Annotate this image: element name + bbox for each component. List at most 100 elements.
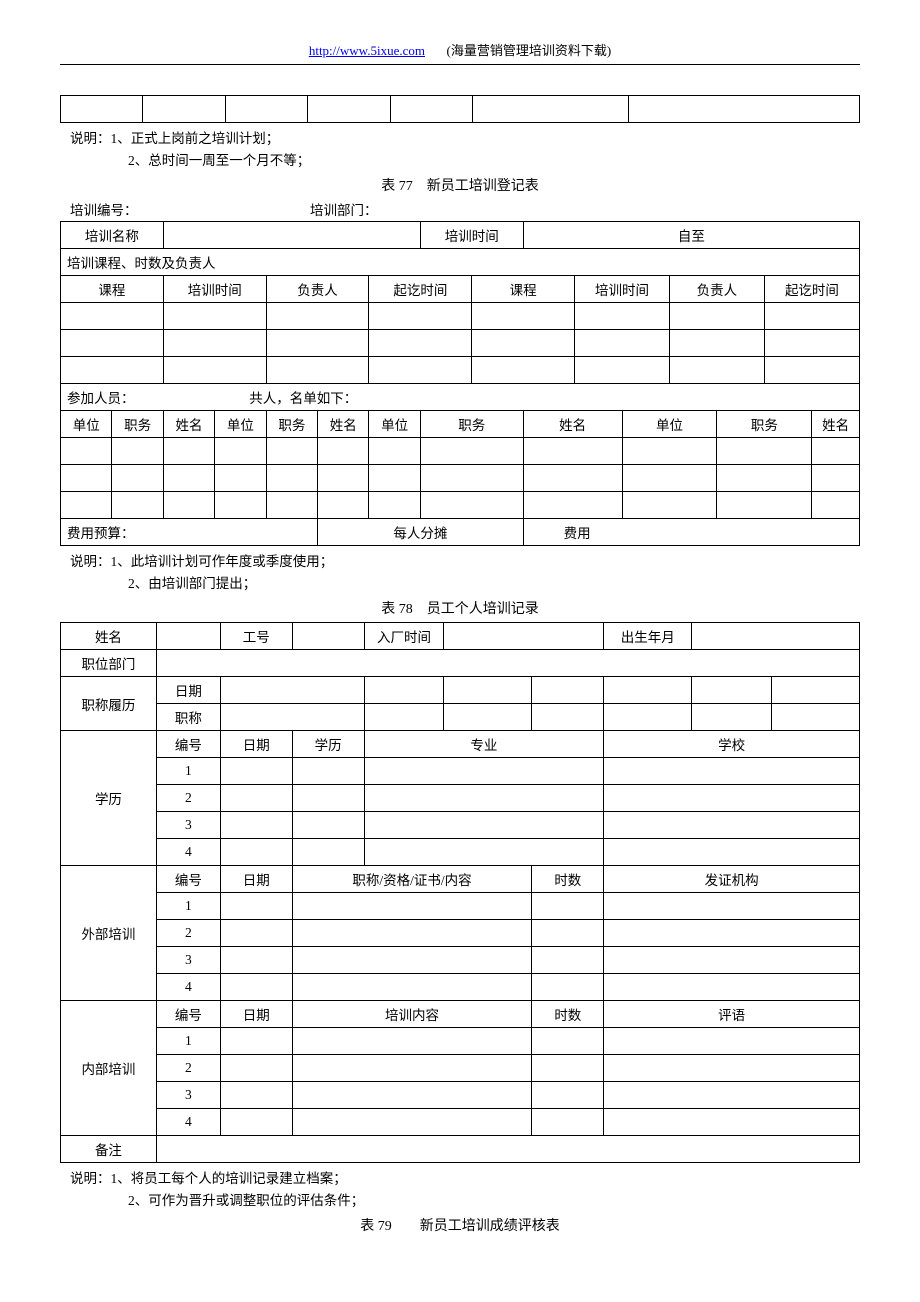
- table-row: 参加人员： 共人，名单如下：: [61, 384, 860, 411]
- table-row: 职称: [61, 704, 860, 731]
- table-row: 外部培训 编号 日期 职称/资格/证书/内容 时数 发证机构: [61, 866, 860, 893]
- table-row: 姓名 工号 入厂时间 出生年月: [61, 623, 860, 650]
- th-unit: 单位: [622, 411, 717, 438]
- th-name: 姓名: [523, 411, 622, 438]
- table77-id-label: 培训编号：: [70, 199, 310, 219]
- table-row: [61, 96, 860, 123]
- th-name: 姓名: [318, 411, 369, 438]
- intro-note-1: 说明：1、正式上岗前之培训计划；: [70, 127, 860, 147]
- th-train-time: 培训时间: [163, 276, 266, 303]
- th-period2: 起讫时间: [764, 276, 859, 303]
- table78-note-1: 说明：1、将员工每个人的培训记录建立档案；: [70, 1167, 860, 1187]
- th-school: 学校: [604, 731, 860, 758]
- th-duty: 职务: [420, 411, 523, 438]
- table-row: 4: [61, 1109, 860, 1136]
- th-hours: 时数: [532, 866, 604, 893]
- th-date: 日期: [220, 731, 292, 758]
- th-entry: 入厂时间: [364, 623, 444, 650]
- cell-training-time: 培训时间: [420, 222, 523, 249]
- th-unit: 单位: [61, 411, 112, 438]
- table-row: 1: [61, 758, 860, 785]
- table-row: 2: [61, 1055, 860, 1082]
- table-row: 4: [61, 974, 860, 1001]
- top-empty-table: [60, 95, 860, 123]
- th-content: 培训内容: [292, 1001, 532, 1028]
- table-row: 2: [61, 920, 860, 947]
- table-row: 1: [61, 893, 860, 920]
- th-cert: 职称/资格/证书/内容: [292, 866, 532, 893]
- th-train-time2: 培训时间: [575, 276, 670, 303]
- table-row: 4: [61, 839, 860, 866]
- th-date: 日期: [156, 677, 220, 704]
- table77: 培训名称 培训时间 自至 培训课程、时数及负责人 课程 培训时间 负责人 起讫时…: [60, 221, 860, 546]
- cell-cost: 费用: [523, 519, 859, 546]
- th-name: 姓名: [163, 411, 214, 438]
- th-title-history: 职称履历: [61, 677, 157, 731]
- table-row: 3: [61, 1082, 860, 1109]
- table-row: 备注: [61, 1136, 860, 1163]
- table77-labels: 培训编号： 培训部门：: [70, 199, 860, 219]
- th-remark: 备注: [61, 1136, 157, 1163]
- table-row: 3: [61, 947, 860, 974]
- cell-budget: 费用预算：: [61, 519, 318, 546]
- th-external: 外部培训: [61, 866, 157, 1001]
- th-course: 课程: [61, 276, 164, 303]
- table77-note-1: 说明：1、此培训计划可作年度或季度使用；: [70, 550, 860, 570]
- th-major: 专业: [364, 731, 604, 758]
- th-education: 学历: [61, 731, 157, 866]
- th-jobtitle: 职称: [156, 704, 220, 731]
- th-name: 姓名: [61, 623, 157, 650]
- cell-participants: 参加人员： 共人，名单如下：: [61, 384, 860, 411]
- cell-perperson: 每人分摊: [318, 519, 524, 546]
- table-row: 费用预算： 每人分摊 费用: [61, 519, 860, 546]
- th-edu: 学历: [292, 731, 364, 758]
- th-duty: 职务: [112, 411, 163, 438]
- th-owner: 负责人: [266, 276, 369, 303]
- th-comment: 评语: [604, 1001, 860, 1028]
- table78-title: 表 78 员工个人培训记录: [60, 598, 860, 618]
- th-birth: 出生年月: [604, 623, 692, 650]
- table-row: 内部培训 编号 日期 培训内容 时数 评语: [61, 1001, 860, 1028]
- table-row: 单位 职务 姓名 单位 职务 姓名 单位 职务 姓名 单位 职务 姓名: [61, 411, 860, 438]
- header-link[interactable]: http://www.5ixue.com: [309, 43, 425, 58]
- th-duty: 职务: [266, 411, 317, 438]
- table-row: 2: [61, 785, 860, 812]
- table-row: 职位部门: [61, 650, 860, 677]
- page-header: http://www.5ixue.com (海量营销管理培训资料下载): [60, 40, 860, 60]
- th-date: 日期: [220, 1001, 292, 1028]
- table78: 姓名 工号 入厂时间 出生年月 职位部门 职称履历 日期 职称 学历 编号 日期…: [60, 622, 860, 1163]
- table77-dept-label: 培训部门：: [310, 199, 378, 219]
- table-row: 培训名称 培训时间 自至: [61, 222, 860, 249]
- table-row: [61, 303, 860, 330]
- table77-title: 表 77 新员工培训登记表: [60, 175, 860, 195]
- cell-training-name: 培训名称: [61, 222, 164, 249]
- table-row: 培训课程、时数及负责人: [61, 249, 860, 276]
- table-row: [61, 438, 860, 465]
- th-duty: 职务: [717, 411, 812, 438]
- table-row: 课程 培训时间 负责人 起讫时间 课程 培训时间 负责人 起讫时间: [61, 276, 860, 303]
- table-row: 职称履历 日期: [61, 677, 860, 704]
- th-internal: 内部培训: [61, 1001, 157, 1136]
- intro-note-2: 2、总时间一周至一个月不等；: [128, 149, 860, 169]
- table-row: [61, 357, 860, 384]
- th-unit: 单位: [369, 411, 420, 438]
- th-seq: 编号: [156, 1001, 220, 1028]
- th-course2: 课程: [472, 276, 575, 303]
- table79-title: 表 79 新员工培训成绩评核表: [60, 1215, 860, 1235]
- table-row: [61, 492, 860, 519]
- table-row: 3: [61, 812, 860, 839]
- table78-note-2: 2、可作为晋升或调整职位的评估条件；: [128, 1189, 860, 1209]
- th-seq: 编号: [156, 866, 220, 893]
- table-row: 1: [61, 1028, 860, 1055]
- table-row: [61, 330, 860, 357]
- th-name: 姓名: [812, 411, 860, 438]
- th-hours: 时数: [532, 1001, 604, 1028]
- th-empno: 工号: [220, 623, 292, 650]
- cell-from-to: 自至: [523, 222, 859, 249]
- th-owner2: 负责人: [669, 276, 764, 303]
- table77-note-2: 2、由培训部门提出；: [128, 572, 860, 592]
- header-rule: [60, 64, 860, 65]
- th-dept: 职位部门: [61, 650, 157, 677]
- table-row: 学历 编号 日期 学历 专业 学校: [61, 731, 860, 758]
- th-seq: 编号: [156, 731, 220, 758]
